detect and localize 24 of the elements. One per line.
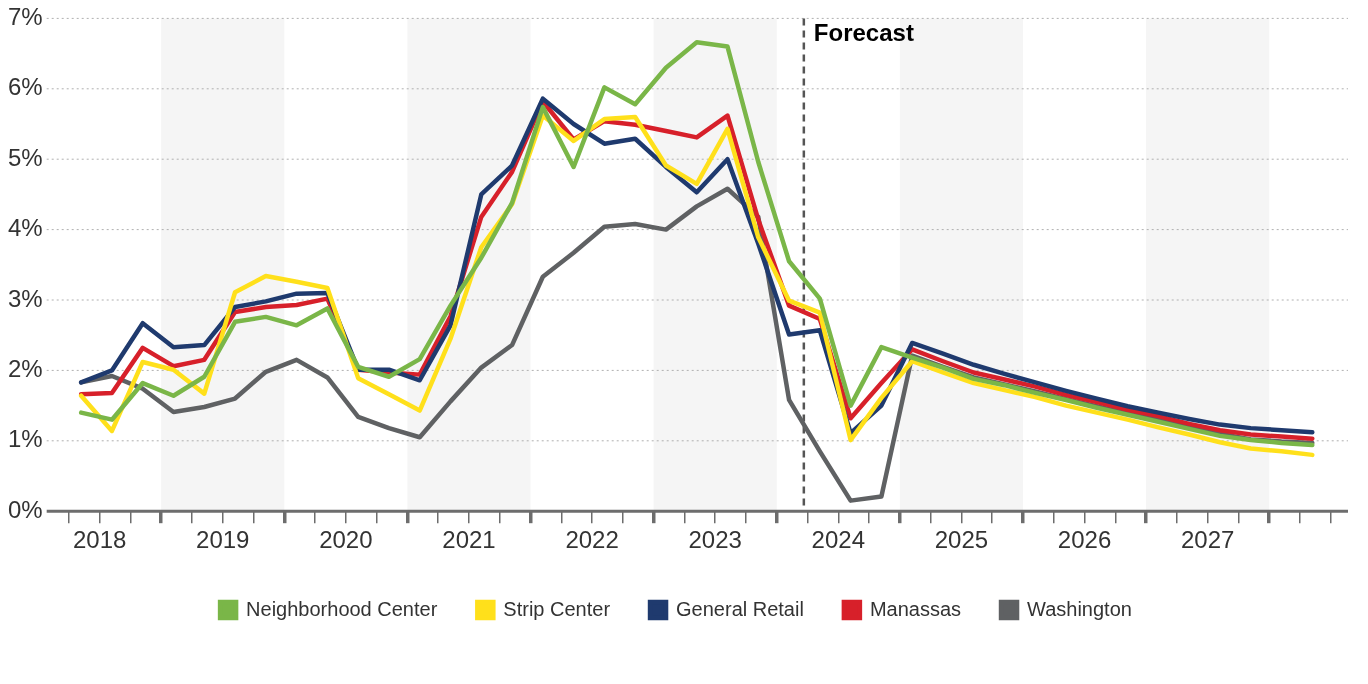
y-tick-label: 0%: [8, 495, 43, 523]
x-tick-label: 2024: [811, 526, 865, 554]
legend-label: Strip Center: [503, 597, 611, 620]
x-tick-label: 2021: [442, 526, 496, 554]
y-tick-label: 4%: [8, 214, 43, 242]
x-tick-label: 2025: [934, 526, 989, 554]
ref-line-label: Forecast: [813, 19, 914, 47]
x-tick-label: 2026: [1057, 526, 1112, 554]
y-tick-label: 7%: [8, 3, 43, 31]
x-tick-label: 2019: [196, 526, 250, 554]
y-tick-label: 1%: [8, 425, 43, 453]
x-tick-label: 2020: [319, 526, 373, 554]
y-tick-label: 5%: [8, 143, 43, 171]
y-tick-label: 2%: [8, 355, 43, 383]
legend-label: Neighborhood Center: [246, 597, 438, 620]
y-tick-label: 6%: [8, 73, 43, 101]
legend-label: General Retail: [676, 597, 804, 620]
legend-label: Manassas: [869, 597, 962, 620]
x-tick-label: 2018: [72, 526, 127, 554]
y-tick-label: 3%: [8, 284, 43, 312]
x-tick-label: 2022: [565, 526, 619, 554]
legend-label: Washington: [1027, 597, 1132, 620]
x-tick-label: 2023: [688, 526, 742, 554]
x-tick-label: 2027: [1180, 526, 1235, 554]
